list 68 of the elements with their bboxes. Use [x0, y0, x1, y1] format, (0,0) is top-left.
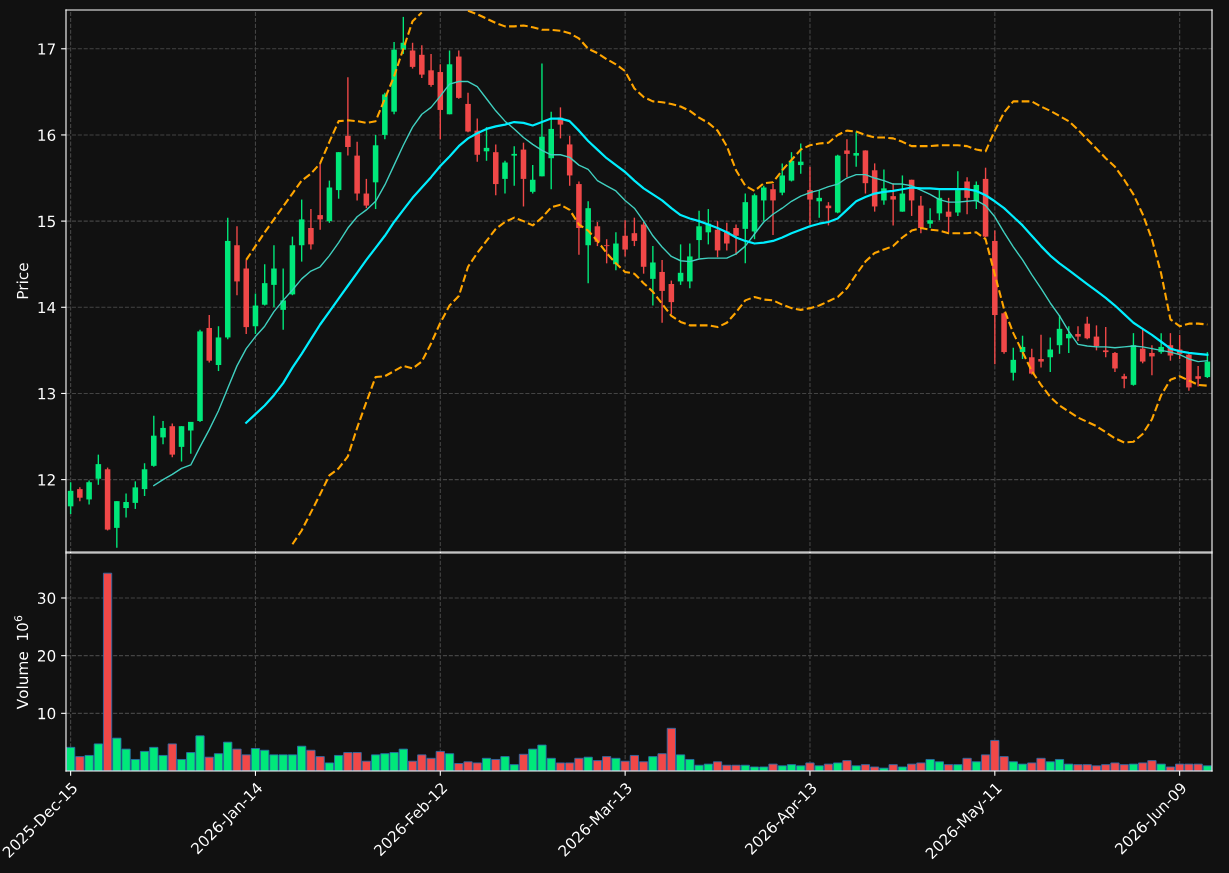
candlestick	[1038, 334, 1044, 369]
candlestick	[927, 207, 933, 229]
candlestick	[733, 223, 739, 256]
y-axis-title: Volume 10$^{6}$	[14, 615, 29, 710]
candlestick	[816, 189, 822, 219]
candlestick	[1010, 347, 1017, 382]
y-tick-label: 20	[37, 650, 56, 662]
candlestick	[899, 174, 906, 213]
y-tick-label: 15	[38, 215, 55, 228]
line-series	[153, 80, 1209, 487]
candlestick	[631, 216, 638, 247]
candlestick	[1139, 328, 1146, 364]
line-series	[291, 203, 1209, 546]
candlestick	[1047, 336, 1054, 373]
candlestick	[955, 170, 961, 217]
y-tick-label: 14	[38, 301, 56, 314]
candlestick	[1149, 344, 1155, 377]
candlestick	[1084, 316, 1091, 340]
candlestick	[760, 185, 767, 222]
y-axis-title: Price	[16, 263, 29, 299]
candlestick	[964, 176, 970, 215]
candlestick	[1102, 326, 1109, 358]
y-tick-label: 12	[38, 474, 55, 486]
candlestick	[141, 462, 148, 497]
candlestick	[807, 166, 813, 226]
candlestick	[529, 164, 536, 195]
candlestick	[95, 453, 102, 486]
candlestick	[1112, 351, 1118, 373]
candlestick	[261, 263, 268, 307]
candlestick	[918, 195, 924, 234]
candlestick	[1075, 325, 1081, 342]
candlestick	[622, 219, 628, 258]
candlestick	[668, 279, 675, 315]
candlestick	[419, 44, 425, 79]
candlestick	[779, 162, 786, 196]
candlestick	[317, 162, 323, 231]
y-tick-label: 13	[38, 387, 56, 400]
candlestick	[502, 160, 508, 195]
candlestick	[511, 145, 518, 187]
candlestick	[187, 421, 194, 455]
candlestick	[409, 42, 416, 70]
candlestick	[650, 245, 656, 307]
candlestick	[890, 182, 896, 227]
candlestick	[280, 267, 286, 331]
candlestick	[271, 244, 277, 308]
y-tick-label: 30	[38, 592, 56, 605]
candlestick	[844, 138, 850, 178]
candlestick	[797, 142, 804, 175]
candlestick	[659, 259, 665, 324]
candlestick	[613, 231, 619, 271]
candlestick	[178, 425, 185, 463]
candlestick	[132, 480, 139, 510]
candlestick	[308, 208, 314, 251]
candlestick	[603, 238, 610, 265]
candlestick	[86, 479, 92, 506]
line-series	[245, 117, 1209, 424]
candlestick	[770, 183, 776, 236]
candlestick	[853, 130, 859, 168]
candlestick	[345, 76, 351, 157]
y-tick-label: 17	[38, 43, 55, 55]
candlestick	[363, 178, 370, 209]
candlestick	[696, 210, 702, 259]
candlestick	[160, 420, 166, 445]
candlestick	[1195, 365, 1201, 388]
y-tick-label: 10	[38, 707, 56, 720]
candlestick	[123, 492, 129, 519]
y-tick-label: 16	[38, 129, 56, 141]
candlestick	[428, 53, 434, 88]
